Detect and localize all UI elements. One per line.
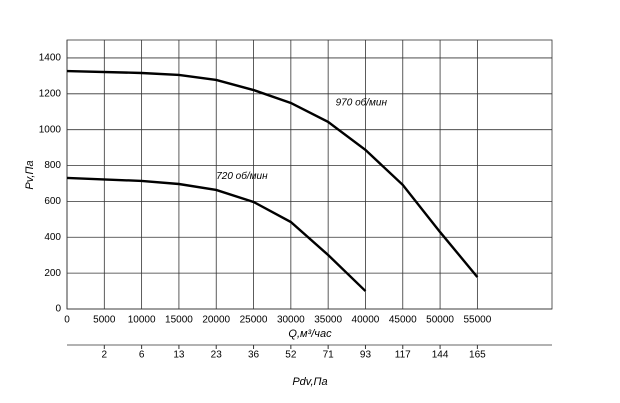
x2-tick-label: 36 bbox=[248, 350, 260, 361]
x2-tick-label: 71 bbox=[323, 350, 335, 361]
x-tick-label: 0 bbox=[64, 315, 70, 326]
y-tick-label: 1400 bbox=[39, 53, 62, 64]
x-tick-label: 35000 bbox=[314, 315, 342, 326]
curve-label: 970 об/мин bbox=[336, 96, 388, 108]
x2-tick-label: 13 bbox=[173, 350, 185, 361]
x-tick-label: 45000 bbox=[389, 315, 417, 326]
y-tick-label: 0 bbox=[55, 304, 61, 315]
x-tick-label: 30000 bbox=[277, 315, 305, 326]
x-tick-label: 15000 bbox=[165, 315, 193, 326]
x2-tick-label: 117 bbox=[395, 350, 411, 361]
x2-tick-label: 23 bbox=[211, 350, 223, 361]
x2-tick-label: 165 bbox=[469, 350, 486, 361]
x2-axis-label: Pdv,Па bbox=[292, 376, 327, 388]
x2-tick-label: 93 bbox=[360, 350, 372, 361]
curve bbox=[66, 176, 367, 292]
x-tick-label: 20000 bbox=[202, 315, 230, 326]
x-tick-label: 40000 bbox=[352, 315, 380, 326]
y-tick-label: 600 bbox=[44, 196, 61, 207]
curve-label: 720 об/мин bbox=[216, 170, 268, 182]
x2-tick-label: 6 bbox=[139, 350, 145, 361]
x-tick-label: 25000 bbox=[240, 315, 268, 326]
plot-frame bbox=[66, 39, 553, 310]
x-axis-label: Q,м³/час bbox=[288, 328, 332, 340]
x-tick-label: 5000 bbox=[93, 315, 116, 326]
y-tick-label: 1200 bbox=[39, 88, 62, 99]
y-tick-label: 1000 bbox=[39, 124, 62, 135]
x2-tick-label: 144 bbox=[432, 350, 449, 361]
x-tick-label: 50000 bbox=[426, 315, 454, 326]
x-tick-label: 10000 bbox=[128, 315, 156, 326]
y-tick-label: 800 bbox=[44, 160, 61, 171]
x2-tick-label: 52 bbox=[285, 350, 297, 361]
y-axis-label: Pv,Па bbox=[24, 160, 36, 189]
curve bbox=[66, 69, 479, 278]
y-tick-label: 400 bbox=[44, 232, 61, 243]
y-tick-label: 200 bbox=[44, 268, 61, 279]
x2-tick-label: 2 bbox=[102, 350, 108, 361]
x-tick-label: 55000 bbox=[463, 315, 491, 326]
